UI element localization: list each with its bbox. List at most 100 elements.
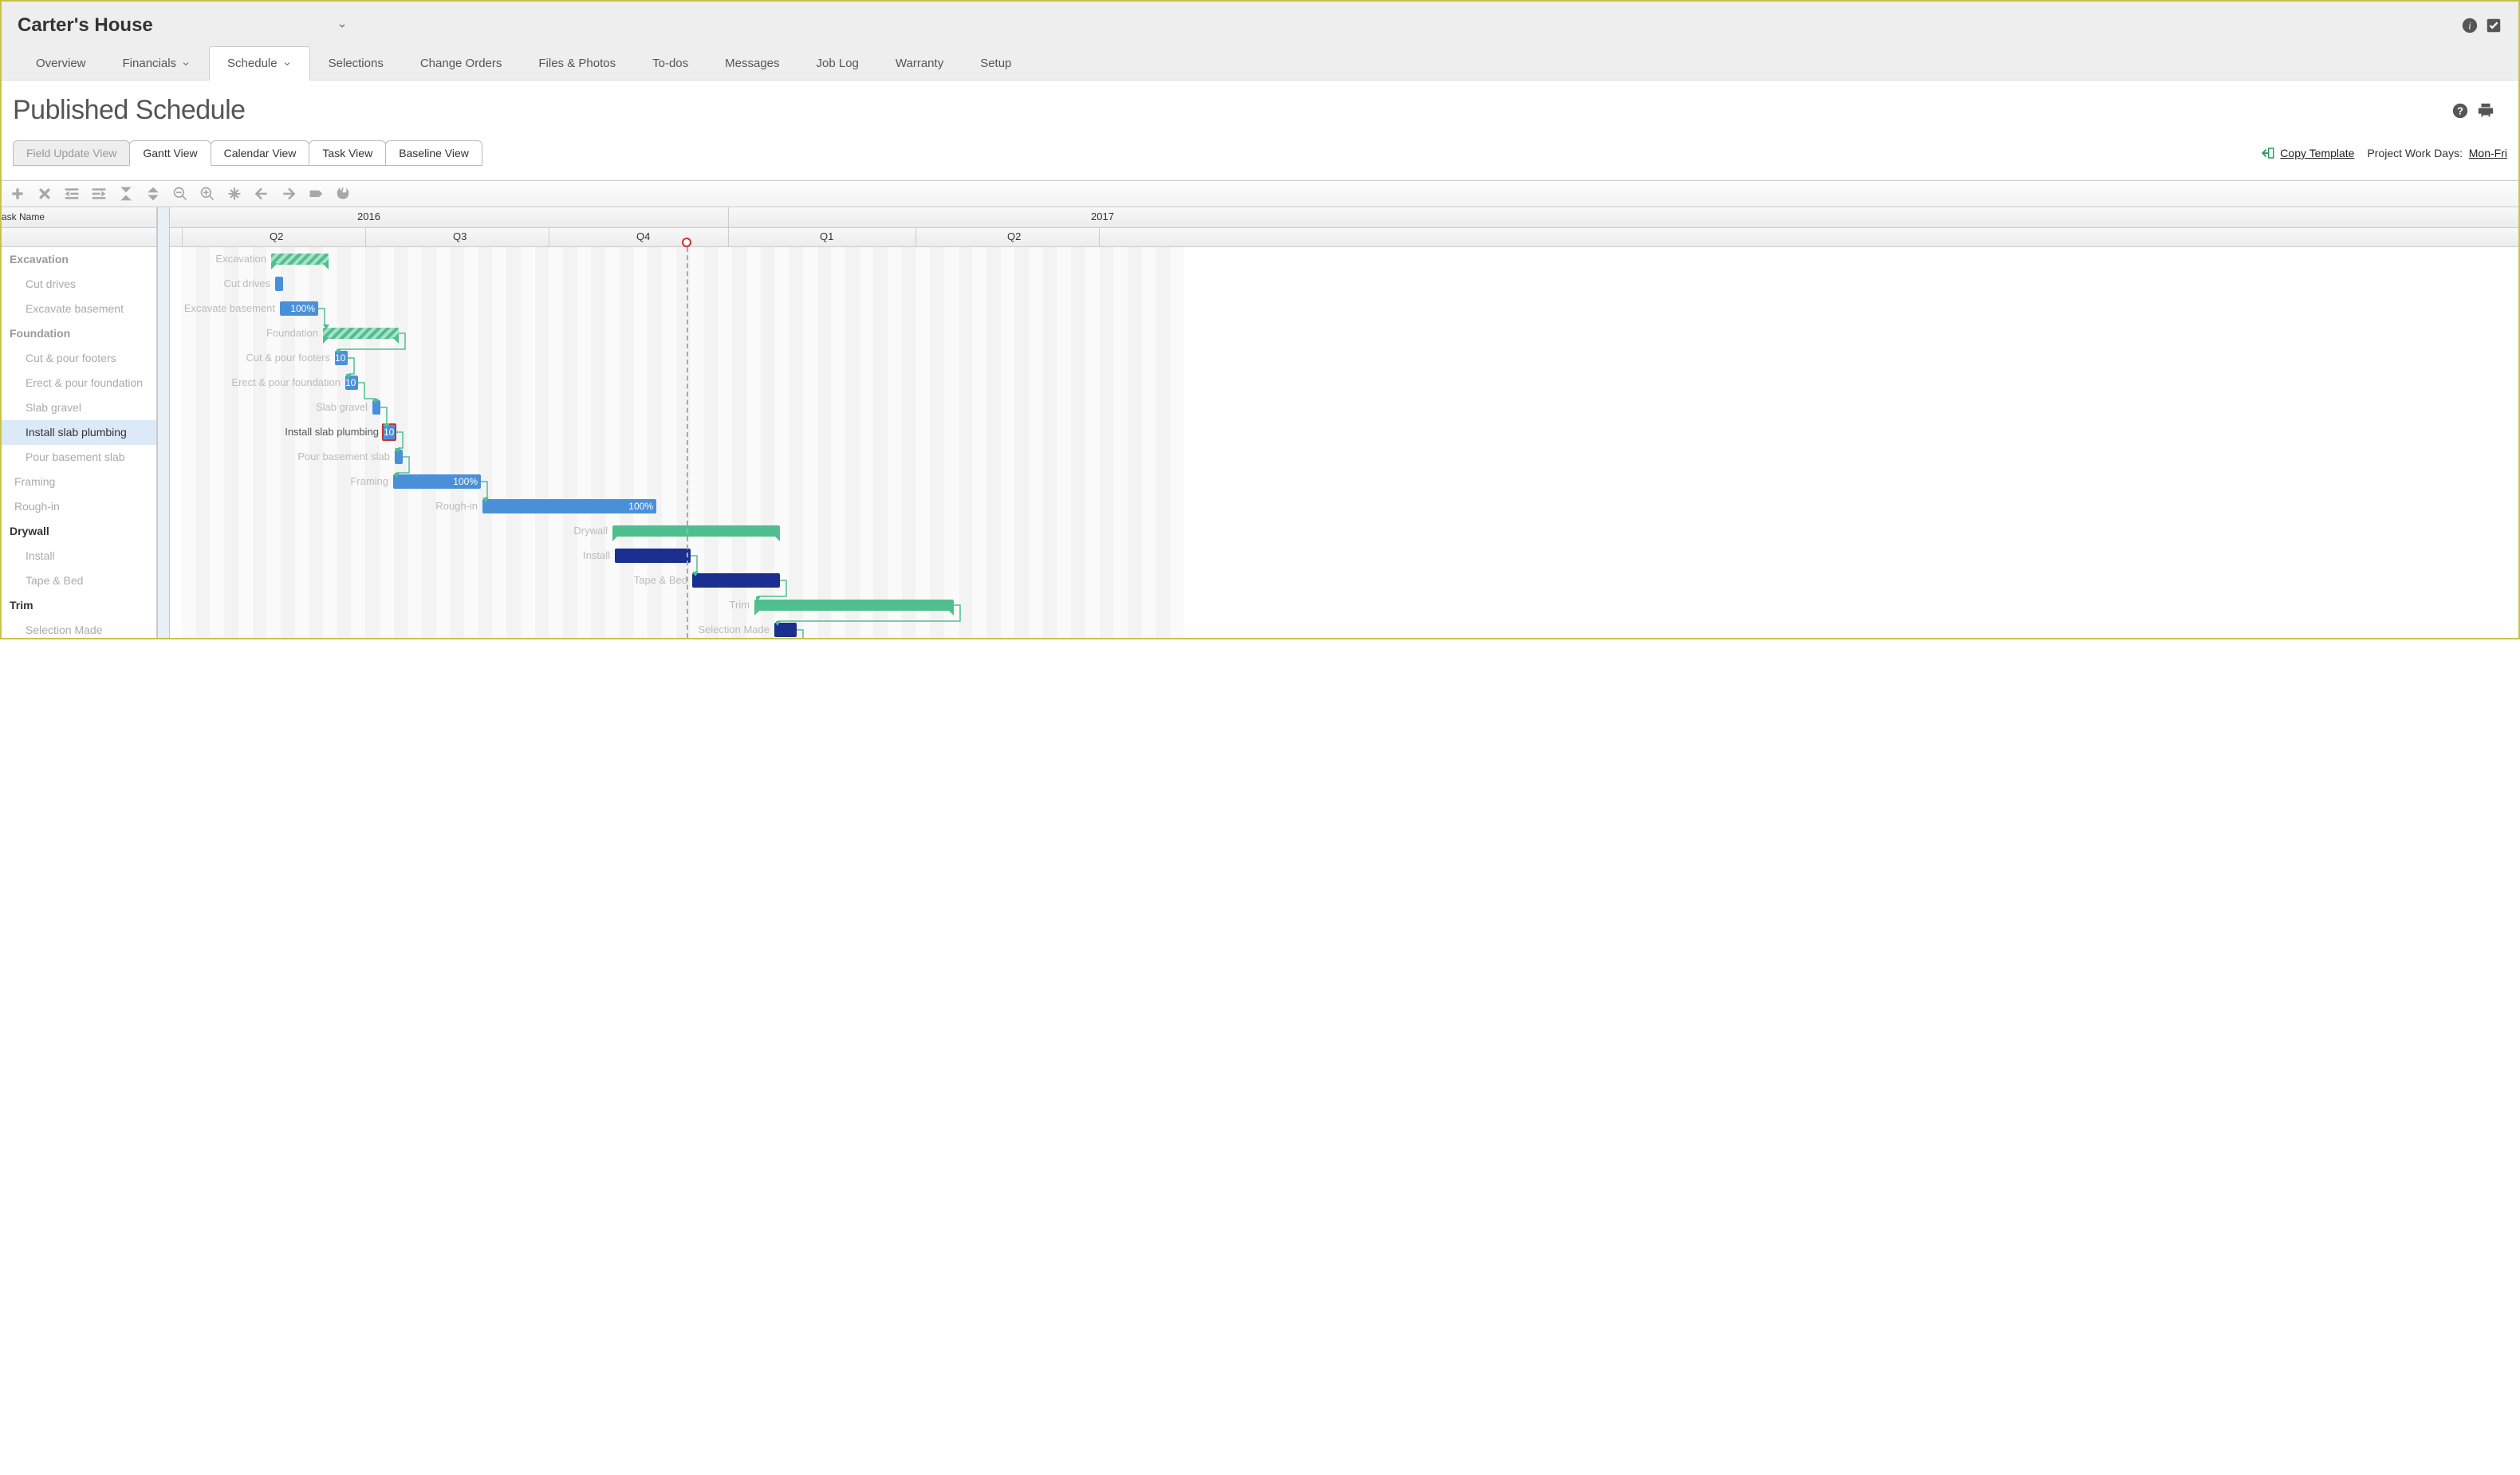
nav-label: Job Log — [817, 57, 859, 70]
nav-label: Selections — [329, 57, 384, 70]
gantt-bar[interactable] — [612, 525, 780, 537]
task-row[interactable]: Rough-in — [2, 494, 156, 519]
nav-tab-financials[interactable]: Financials — [104, 46, 210, 80]
tag-icon[interactable] — [308, 186, 324, 202]
task-row[interactable]: Trim — [2, 593, 156, 618]
nav-tab-messages[interactable]: Messages — [707, 46, 797, 80]
nav-tab-change-orders[interactable]: Change Orders — [402, 46, 521, 80]
zoom-out-icon[interactable] — [172, 186, 188, 202]
task-row[interactable]: Cut & pour footers — [2, 346, 156, 371]
gantt-toolbar — [2, 180, 2518, 207]
gantt-bar[interactable]: 10 — [335, 351, 348, 365]
chart-panel[interactable]: 20162017 Q2Q3Q4Q1Q2 ExcavationCut drives… — [170, 207, 2518, 638]
task-name-header: ask Name — [2, 207, 156, 228]
nav-label: Warranty — [896, 57, 943, 70]
gantt-bar[interactable] — [395, 450, 403, 464]
bar-label: Foundation — [266, 327, 318, 339]
task-row[interactable]: Drywall — [2, 519, 156, 544]
view-tab-calendar-view[interactable]: Calendar View — [211, 140, 310, 166]
nav-label: Schedule — [227, 57, 278, 70]
view-tab-baseline-view[interactable]: Baseline View — [385, 140, 482, 166]
delete-icon[interactable] — [37, 186, 53, 202]
task-row[interactable]: Framing — [2, 470, 156, 494]
quarter-label: Q4 — [636, 230, 650, 242]
task-row[interactable]: Excavation — [2, 247, 156, 272]
bar-label: Pour basement slab — [297, 450, 390, 462]
prev-icon[interactable] — [254, 186, 270, 202]
zoom-in-icon[interactable] — [199, 186, 215, 202]
task-row[interactable]: Cut drives — [2, 272, 156, 297]
bar-label: Framing — [350, 475, 388, 487]
print-icon[interactable] — [2477, 102, 2494, 120]
nav-tab-to-dos[interactable]: To-dos — [634, 46, 707, 80]
year-label: 2017 — [1091, 210, 1114, 222]
workdays-link[interactable]: Mon-Fri — [2469, 147, 2507, 159]
nav-tab-setup[interactable]: Setup — [962, 46, 1030, 80]
gantt-bar[interactable]: 10 — [384, 425, 396, 439]
gantt-bar[interactable]: 100% — [393, 474, 481, 489]
nav-tab-warranty[interactable]: Warranty — [877, 46, 962, 80]
gantt-bar[interactable]: 100% — [482, 499, 656, 513]
expand-icon[interactable] — [145, 186, 161, 202]
bar-label: Cut drives — [223, 277, 270, 289]
nav-tab-job-log[interactable]: Job Log — [798, 46, 877, 80]
nav-tab-selections[interactable]: Selections — [310, 46, 402, 80]
bar-label: Trim — [729, 599, 750, 611]
bar-label: Excavate basement — [184, 302, 275, 314]
bar-label: Cut & pour footers — [246, 352, 331, 364]
add-icon[interactable] — [10, 186, 26, 202]
fire-icon[interactable] — [335, 186, 351, 202]
copy-template-label: Copy Template — [2280, 147, 2354, 159]
task-row[interactable]: Tape & Bed — [2, 568, 156, 593]
svg-text:i: i — [2468, 21, 2471, 32]
next-icon[interactable] — [281, 186, 297, 202]
project-title-dropdown[interactable]: Carter's House — [18, 14, 348, 37]
gantt-bar[interactable] — [323, 328, 399, 339]
nav-tab-overview[interactable]: Overview — [18, 46, 104, 80]
nav-tab-files-photos[interactable]: Files & Photos — [520, 46, 634, 80]
view-tab-task-view[interactable]: Task View — [309, 140, 386, 166]
gantt-bar[interactable] — [615, 549, 691, 563]
gantt-bar[interactable] — [774, 623, 797, 637]
today-line — [687, 247, 688, 638]
zoom-fit-icon[interactable] — [226, 186, 242, 202]
quarter-label: Q2 — [1007, 230, 1021, 242]
task-row[interactable]: Foundation — [2, 321, 156, 346]
gantt-bar[interactable] — [275, 277, 283, 291]
copy-icon — [2261, 146, 2275, 160]
quarter-label: Q2 — [270, 230, 283, 242]
task-row[interactable]: Excavate basement — [2, 297, 156, 321]
gantt-bar[interactable] — [372, 400, 380, 415]
gantt-bar[interactable]: 10 — [345, 376, 358, 390]
chevron-down-icon — [337, 20, 348, 31]
nav-tab-schedule[interactable]: Schedule — [209, 46, 310, 81]
chevron-down-icon — [282, 59, 292, 69]
checkbox-icon[interactable] — [2485, 17, 2502, 34]
task-row[interactable]: Selection Made — [2, 618, 156, 638]
today-marker — [682, 238, 691, 247]
quarter-label: Q3 — [453, 230, 467, 242]
project-title-text: Carter's House — [18, 14, 153, 37]
collapse-icon[interactable] — [118, 186, 134, 202]
gantt-bar[interactable] — [754, 600, 954, 611]
task-row[interactable]: Install — [2, 544, 156, 568]
indent-icon[interactable] — [91, 186, 107, 202]
task-row[interactable]: Install slab plumbing — [2, 420, 156, 445]
task-row[interactable]: Pour basement slab — [2, 445, 156, 470]
gantt-bar[interactable]: 100% — [280, 301, 318, 316]
gantt-bar[interactable] — [692, 573, 780, 588]
copy-template-link[interactable]: Copy Template — [2261, 146, 2354, 160]
task-row[interactable]: Erect & pour foundation — [2, 371, 156, 395]
bar-label: Erect & pour foundation — [231, 376, 341, 388]
outdent-icon[interactable] — [64, 186, 80, 202]
bar-label: Excavation — [215, 253, 266, 265]
svg-text:?: ? — [2457, 104, 2463, 116]
nav-label: To-dos — [652, 57, 688, 70]
task-row[interactable]: Slab gravel — [2, 395, 156, 420]
split-handle[interactable] — [157, 207, 170, 638]
view-tab-gantt-view[interactable]: Gantt View — [129, 140, 211, 166]
info-icon[interactable]: i — [2461, 17, 2479, 34]
gantt-bar[interactable] — [271, 254, 329, 265]
help-icon[interactable]: ? — [2451, 102, 2469, 120]
workdays-label: Project Work Days: — [2367, 147, 2463, 159]
